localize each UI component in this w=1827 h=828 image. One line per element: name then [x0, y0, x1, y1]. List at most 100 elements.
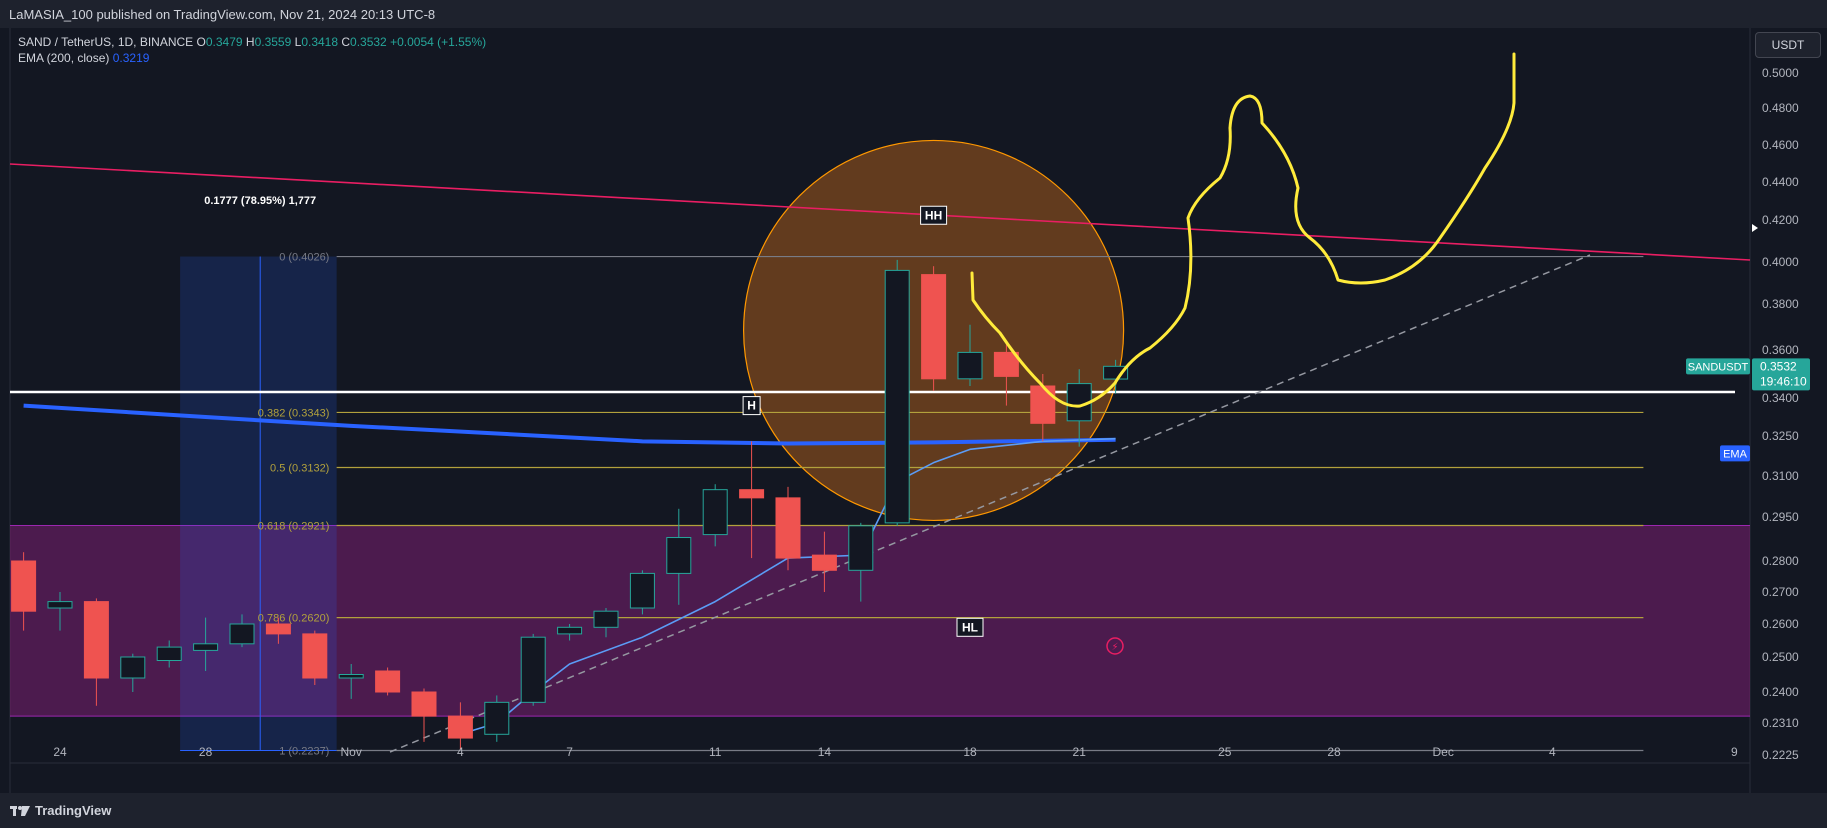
- event-flash-glyph: ⚡: [1111, 642, 1118, 653]
- candle[interactable]: [884, 259, 910, 526]
- price-tick-label: 0.3100: [1762, 469, 1799, 483]
- candle[interactable]: [338, 664, 364, 699]
- annotation-hl: HL: [956, 617, 984, 637]
- price-tick-label: 0.3250: [1762, 429, 1799, 443]
- high-value: 0.3559: [254, 35, 292, 49]
- annotation-box: [956, 617, 984, 637]
- price-tag-bg: [1752, 358, 1810, 391]
- candle[interactable]: [120, 653, 146, 692]
- annotation-text: HH: [925, 208, 942, 222]
- candle-body: [593, 610, 619, 628]
- candle[interactable]: [993, 340, 1019, 406]
- event-flash-icon: [1106, 637, 1124, 655]
- candle-body: [702, 489, 728, 536]
- price-tick-label: 0.4800: [1762, 101, 1799, 115]
- top-bar: LaMASIA_100 published on TradingView.com…: [0, 0, 1827, 28]
- time-tick-label: 28: [1327, 745, 1341, 759]
- candle[interactable]: [11, 552, 37, 631]
- time-tick-label: 14: [818, 745, 832, 759]
- fib-label-0.382: 0.382 (0.3343): [258, 407, 330, 419]
- chart-legend: SAND / TetherUS, 1D, BINANCE O0.3479 H0.…: [18, 34, 486, 66]
- symbol-tag-bg: [1686, 358, 1750, 375]
- ema-tag-label: EMA: [1723, 448, 1748, 460]
- time-tick-label: 24: [53, 745, 67, 759]
- close-value: 0.3532: [350, 35, 387, 49]
- candle[interactable]: [229, 614, 255, 648]
- candle-body: [447, 715, 473, 739]
- candle-body: [338, 674, 364, 679]
- price-chart[interactable]: 0.1777 (78.95%) 1,777 0 (0.4026) 0.382 (0.…: [0, 28, 1827, 793]
- descending-trendline: [9, 163, 1751, 261]
- time-tick-label: 11: [709, 745, 722, 759]
- candle[interactable]: [520, 633, 546, 706]
- price-tick-label: 0.2400: [1762, 685, 1799, 699]
- candle[interactable]: [484, 695, 510, 742]
- candle[interactable]: [921, 266, 947, 391]
- candle[interactable]: [739, 441, 765, 559]
- candle-body: [83, 601, 109, 679]
- price-tick-label: 0.3400: [1762, 391, 1799, 405]
- candle-body: [375, 670, 401, 693]
- ema-value: 0.3219: [112, 51, 150, 65]
- candle[interactable]: [47, 592, 73, 631]
- candle[interactable]: [83, 598, 109, 706]
- candle[interactable]: [375, 667, 401, 696]
- candle-body: [811, 554, 837, 571]
- candle-body: [411, 691, 437, 717]
- symbol-tag-label: SANDUSDT: [1688, 361, 1749, 373]
- candle-body: [739, 489, 765, 499]
- candle-body: [302, 633, 328, 679]
- candle[interactable]: [193, 617, 219, 671]
- price-tick-label: 0.4400: [1762, 175, 1799, 189]
- scale-marker-icon: [1752, 224, 1758, 232]
- candle-body: [520, 636, 546, 703]
- candle[interactable]: [593, 608, 619, 638]
- time-tick-label: 4: [457, 745, 464, 759]
- symbol-legend-row[interactable]: SAND / TetherUS, 1D, BINANCE O0.3479 H0.…: [18, 34, 486, 50]
- candle-body: [921, 274, 947, 380]
- bottom-bar: TradingView: [0, 793, 1827, 828]
- fib-label-0: 0 (0.4026): [279, 252, 329, 264]
- candle-body: [629, 572, 655, 609]
- candle[interactable]: [1103, 359, 1129, 394]
- candle[interactable]: [302, 630, 328, 685]
- tradingview-brand[interactable]: TradingView: [10, 803, 111, 818]
- candle[interactable]: [666, 508, 692, 605]
- price-tick-label: 0.2800: [1762, 554, 1799, 568]
- candles-group: [11, 259, 1129, 750]
- time-tick-label: Nov: [341, 745, 362, 759]
- price-tick-label: 0.3600: [1762, 343, 1799, 357]
- currency-button[interactable]: USDT: [1755, 32, 1821, 58]
- candle[interactable]: [702, 484, 728, 547]
- time-tick-label: Dec: [1433, 745, 1454, 759]
- annotation-text: HL: [962, 620, 978, 634]
- price-tick-label: 0.2600: [1762, 617, 1799, 631]
- candle-body: [666, 537, 692, 574]
- price-tick-label: 0.4600: [1762, 138, 1799, 152]
- candle-body: [229, 623, 255, 645]
- candle[interactable]: [265, 617, 291, 644]
- candle[interactable]: [811, 531, 837, 592]
- candle[interactable]: [447, 702, 473, 750]
- candle-body: [484, 701, 510, 735]
- annotation-h: H: [742, 396, 761, 416]
- candle[interactable]: [957, 324, 983, 386]
- candle[interactable]: [775, 486, 801, 571]
- price-tag-countdown: 19:46:10: [1760, 374, 1807, 388]
- price-tick-label: 0.4000: [1762, 255, 1799, 269]
- candle[interactable]: [557, 624, 583, 641]
- candle-body: [156, 646, 182, 661]
- candle-body: [993, 351, 1019, 377]
- candle[interactable]: [848, 522, 874, 602]
- fib-label-0.618: 0.618 (0.2921): [258, 521, 330, 533]
- high-label: H: [245, 35, 255, 49]
- annotation-hh: HH: [920, 205, 948, 225]
- candle[interactable]: [156, 640, 182, 668]
- open-value: 0.3479: [205, 35, 243, 49]
- ema-legend-row[interactable]: EMA (200, close) 0.3219: [18, 50, 486, 66]
- candle-body: [775, 497, 801, 559]
- candle[interactable]: [411, 688, 437, 742]
- candle-body: [957, 351, 983, 380]
- candle[interactable]: [629, 570, 655, 615]
- price-tick-label: 0.2310: [1762, 716, 1799, 730]
